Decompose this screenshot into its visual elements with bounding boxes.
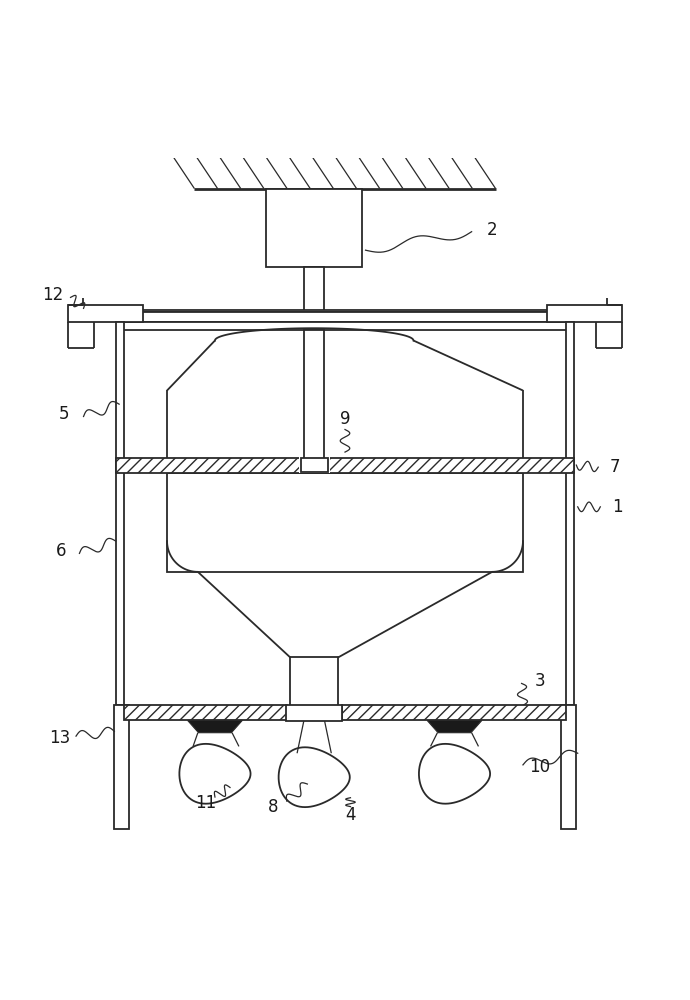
- Bar: [286, 705, 342, 721]
- Text: 1: 1: [612, 498, 622, 516]
- Bar: [116, 322, 124, 705]
- Bar: [116, 312, 574, 322]
- Text: 3: 3: [535, 672, 545, 690]
- Bar: [290, 657, 338, 720]
- Polygon shape: [188, 720, 242, 733]
- Bar: [547, 305, 622, 322]
- Text: 4: 4: [345, 806, 356, 824]
- Bar: [123, 322, 567, 330]
- Bar: [266, 189, 362, 267]
- Polygon shape: [279, 747, 350, 807]
- Text: 12: 12: [42, 286, 63, 304]
- Text: 9: 9: [339, 410, 351, 428]
- Bar: [304, 330, 324, 459]
- Text: 6: 6: [56, 542, 66, 560]
- Bar: [560, 705, 575, 829]
- Polygon shape: [419, 744, 490, 804]
- Text: 10: 10: [529, 758, 551, 776]
- Text: 11: 11: [195, 794, 216, 812]
- Bar: [124, 705, 287, 720]
- Text: 8: 8: [268, 798, 278, 816]
- Bar: [167, 473, 523, 572]
- Bar: [342, 705, 566, 720]
- Bar: [566, 322, 574, 705]
- Bar: [116, 310, 574, 312]
- Text: 7: 7: [610, 458, 620, 476]
- Bar: [304, 267, 324, 312]
- Polygon shape: [179, 744, 250, 804]
- Polygon shape: [427, 720, 482, 733]
- Bar: [301, 458, 328, 472]
- Text: 2: 2: [487, 221, 497, 239]
- Bar: [115, 705, 130, 829]
- Bar: [116, 458, 574, 473]
- Text: 5: 5: [59, 405, 70, 423]
- Bar: [299, 457, 330, 473]
- Bar: [68, 305, 143, 322]
- Text: 13: 13: [49, 729, 70, 747]
